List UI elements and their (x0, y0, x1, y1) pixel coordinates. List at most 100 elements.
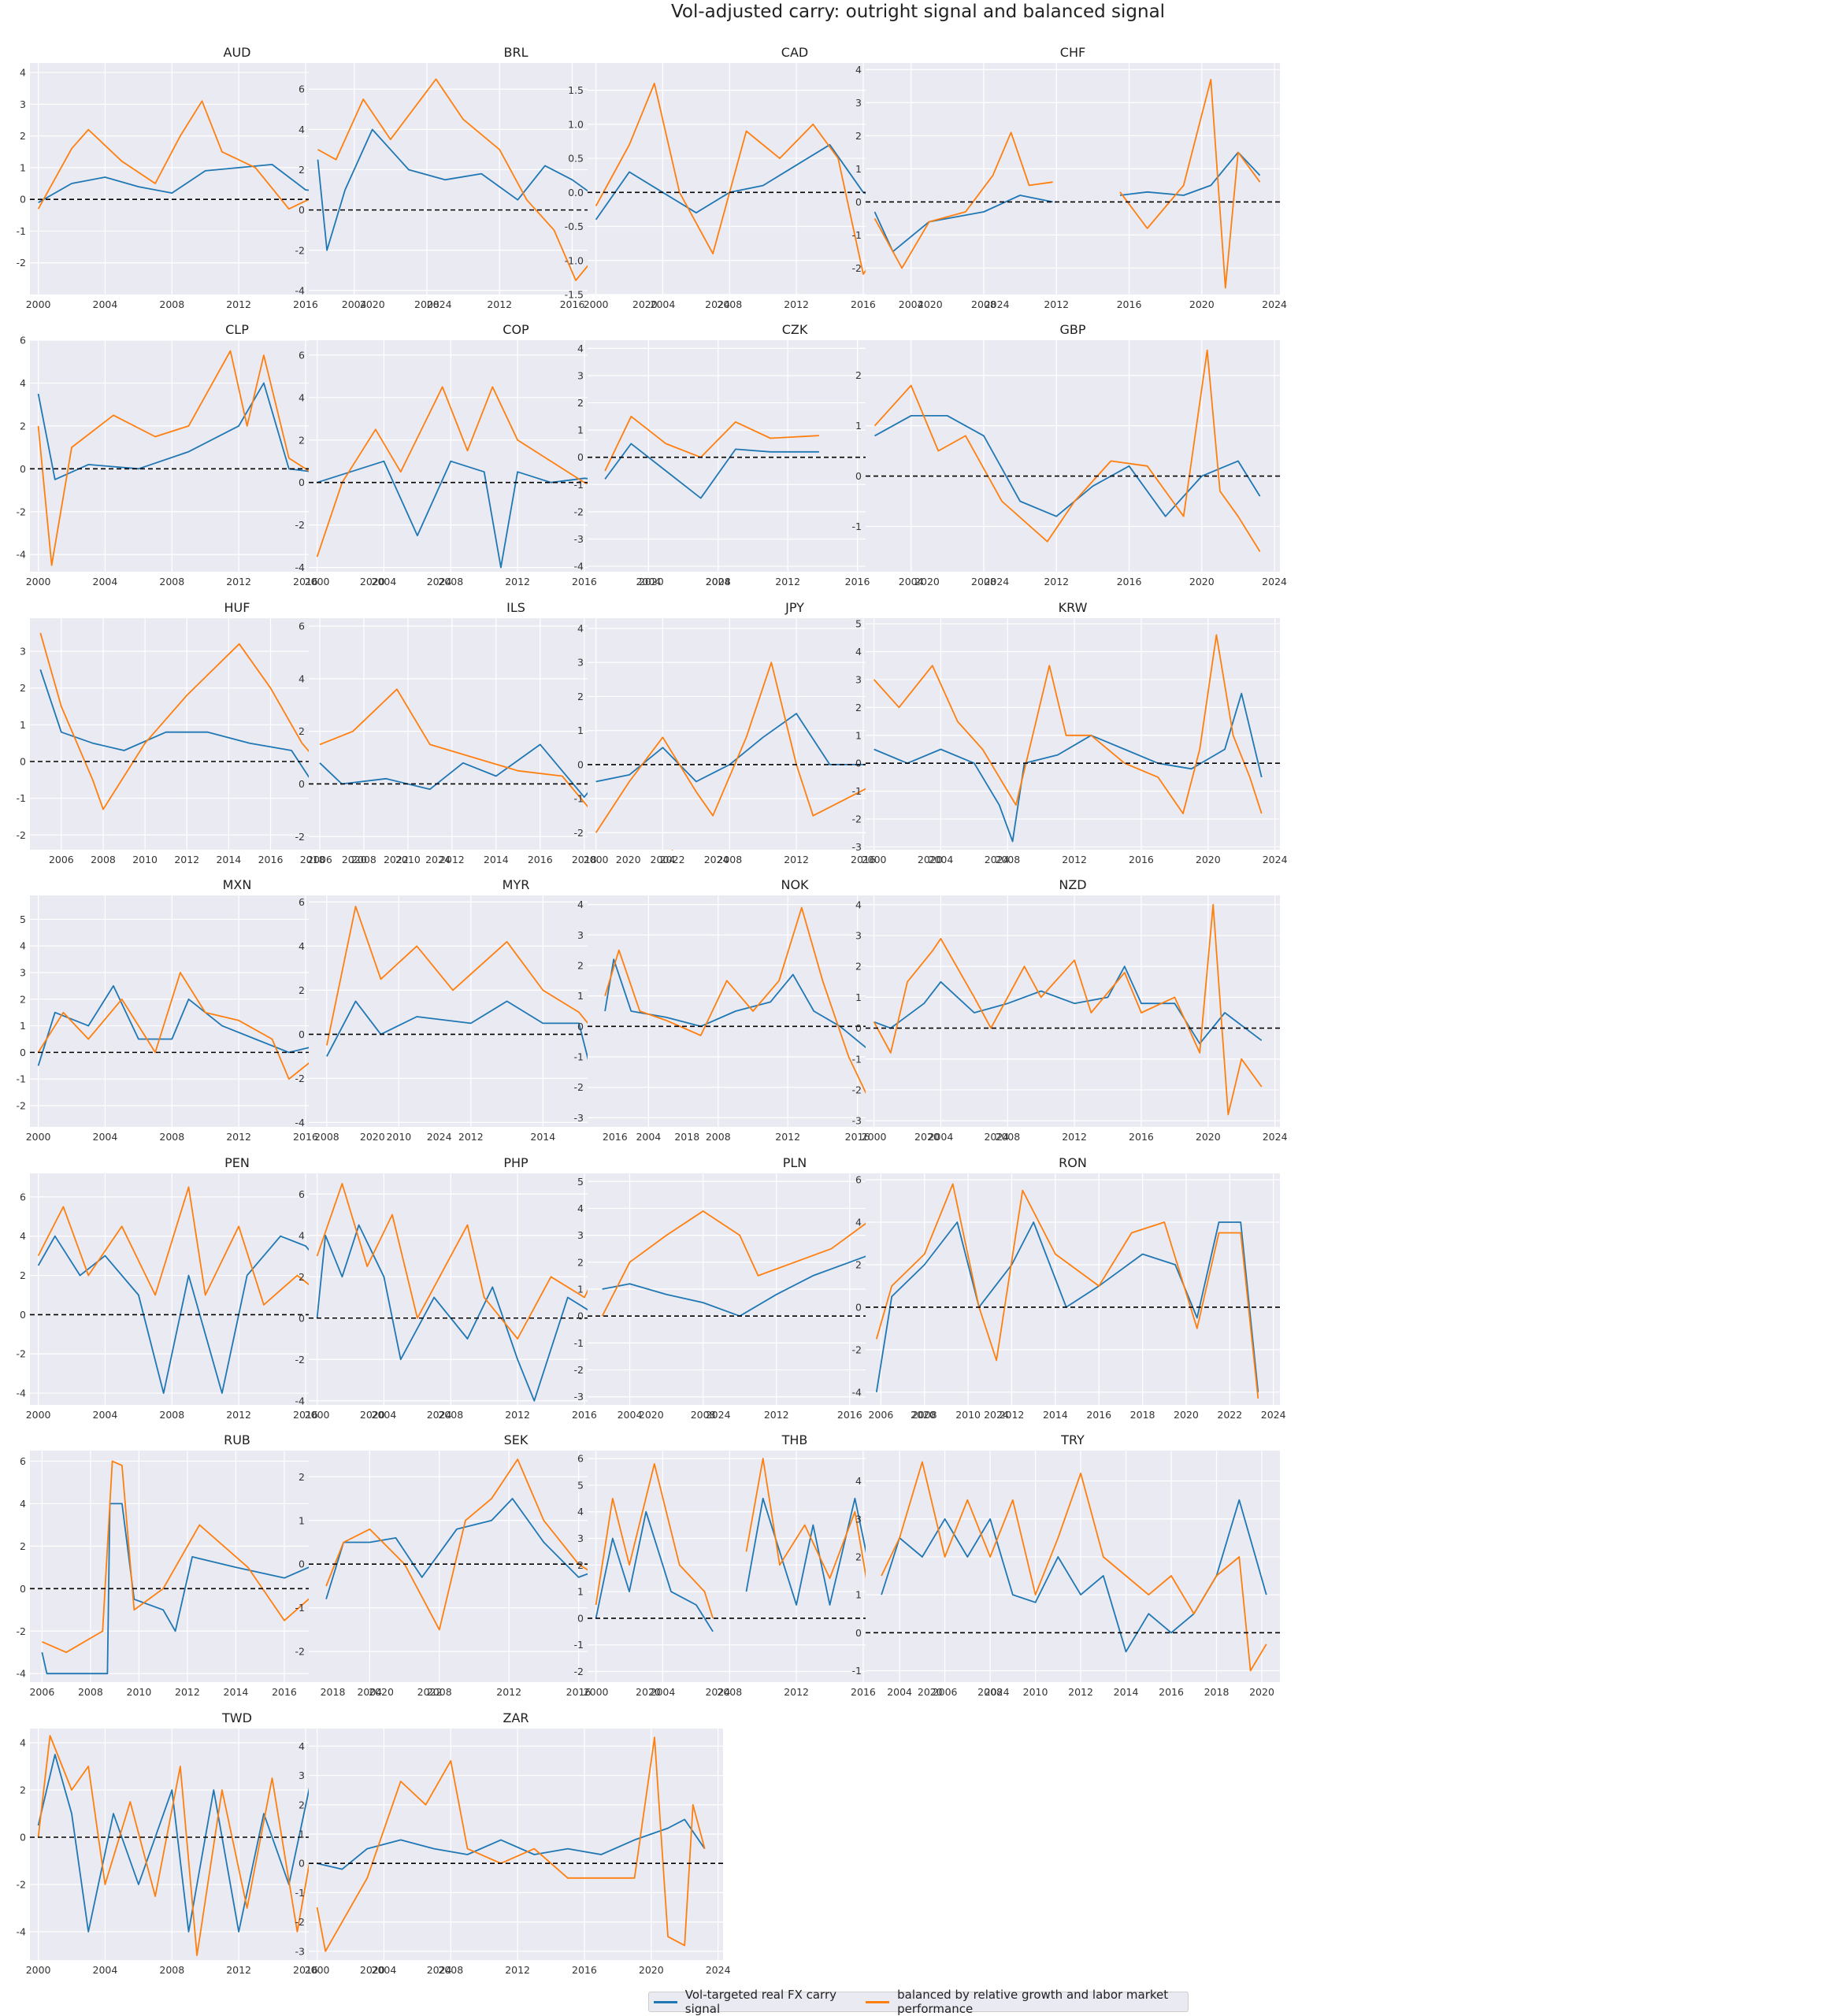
x-tick-label: 2018 (674, 1131, 699, 1143)
plot-area (866, 340, 1280, 572)
panel-ron: 2006 2008 2010 2012 2014 2016 2018 2020 2022 2024… (852, 1155, 1286, 1421)
y-tick-label: -3 (574, 1391, 584, 1403)
x-tick-label: 2012 (505, 576, 530, 587)
x-tick-label: 2004 (651, 854, 676, 865)
y-tick-label: 5 (577, 1176, 584, 1188)
series-line-balanced-signal (873, 903, 1263, 1116)
y-tick-label: -0.5 (565, 220, 584, 232)
y-tick-label: -2 (17, 257, 26, 269)
y-tick-label: 0 (299, 1312, 305, 1324)
panel-try: 2004 2006 2008 2010 2012 2014 2016 2018 2020 -1 0 1… (852, 1432, 1280, 1698)
y-tick-label: -4 (574, 561, 584, 573)
y-tick-label: -2 (17, 506, 26, 517)
panel-krw: 2000 2004 2008 2012 2016 2020 2024 -3 -2 -1 0 1 2 3 4 5… (852, 600, 1288, 865)
panel-nzd: 2000 2004 2008 2012 2016 2020 2024 -3 -2 -1 0 1 2 3 4 N… (852, 877, 1288, 1143)
x-tick-label: 2014 (216, 854, 241, 865)
x-tick-label: 2004 (887, 1686, 912, 1698)
panel-title: MXN (223, 877, 252, 892)
panel-title: PEN (224, 1155, 250, 1170)
y-tick-label: 2 (577, 691, 584, 702)
panel-title: CZK (782, 322, 808, 337)
x-tick-label: 2016 (1129, 854, 1154, 865)
y-tick-label: -2 (574, 827, 584, 839)
y-tick-label: 0 (855, 470, 862, 482)
y-tick-label: -2 (17, 1348, 26, 1360)
y-tick-label: -1 (852, 785, 862, 797)
x-tick-label: 2008 (717, 298, 742, 310)
y-tick-label: -1 (852, 1053, 862, 1065)
x-tick-label: 2020 (918, 854, 943, 865)
x-tick-label: 2008 (159, 298, 184, 310)
x-tick-label: 2006 (307, 854, 332, 865)
y-tick-label: 2 (855, 369, 862, 381)
y-tick-label: -1 (17, 225, 26, 237)
x-tick-label: 2020 (918, 1686, 943, 1698)
x-tick-label: 2006 (868, 1409, 893, 1421)
x-tick-label: 2000 (584, 298, 609, 310)
panel-zar: 2000 2004 2008 2012 2016 2020 2024 -3 -2 -1 0 1 2 3 4 Z… (295, 1710, 731, 1976)
y-tick-label: 6 (577, 1453, 584, 1465)
y-tick-label: -4 (17, 1926, 27, 1938)
y-tick-label: -2 (574, 506, 584, 517)
y-tick-label: 1 (299, 1828, 305, 1840)
x-tick-label: 2014 (484, 854, 509, 865)
y-tick-label: 2 (855, 702, 862, 713)
y-tick-label: 4 (20, 940, 26, 952)
x-tick-label: 2020 (911, 1409, 936, 1421)
x-tick-label: 2016 (845, 576, 870, 587)
panel-title: ILS (506, 600, 525, 615)
y-tick-label: -3 (852, 1115, 862, 1127)
series-line-carry-signal (873, 965, 1263, 1045)
panel-title: TWD (221, 1710, 252, 1725)
series-line-carry-signal (317, 1818, 706, 1870)
x-tick-label: 2024 (706, 1964, 731, 1976)
x-tick-label: 2020 (914, 1131, 940, 1143)
x-tick-label: 2016 (293, 1409, 318, 1421)
y-tick-label: 4 (577, 1203, 584, 1214)
x-tick-label: 2016 (603, 1131, 628, 1143)
x-tick-label: 2016 (528, 854, 553, 865)
y-tick-label: 4 (20, 1737, 26, 1749)
y-tick-label: 2 (20, 420, 26, 432)
y-tick-label: -2 (852, 1084, 862, 1095)
x-tick-label: 2000 (305, 1409, 330, 1421)
y-tick-label: -4 (17, 1668, 27, 1680)
plot-area (866, 618, 1280, 850)
x-tick-label: 2000 (584, 854, 609, 865)
y-tick-label: 0 (855, 758, 862, 769)
panel-title: COP (503, 322, 529, 337)
panel-title: CHF (1060, 45, 1085, 60)
y-tick-label: 0 (20, 194, 26, 206)
y-tick-label: -2 (574, 1364, 584, 1376)
x-tick-label: 2004 (636, 576, 661, 587)
y-tick-label: 4 (299, 391, 305, 403)
y-tick-label: -1 (574, 1051, 584, 1063)
x-tick-label: 2018 (300, 854, 325, 865)
x-tick-label: 2016 (572, 1409, 597, 1421)
y-tick-label: 2 (299, 1271, 305, 1283)
y-tick-label: 1.0 (568, 118, 584, 130)
x-tick-label: 2004 (636, 1131, 661, 1143)
x-tick-label: 2012 (1000, 1409, 1025, 1421)
y-tick-label: 0 (855, 196, 862, 208)
x-tick-label: 2012 (784, 854, 809, 865)
x-tick-label: 2000 (862, 854, 887, 865)
x-tick-label: 2020 (360, 1409, 385, 1421)
x-tick-label: 2008 (351, 854, 376, 865)
x-tick-label: 2016 (1086, 1409, 1111, 1421)
panel-title: RON (1059, 1155, 1087, 1170)
y-tick-label: -1.0 (565, 254, 584, 266)
panel-title: TRY (1060, 1432, 1085, 1447)
x-tick-label: 2016 (1117, 576, 1142, 587)
x-tick-label: 2016 (851, 1686, 876, 1698)
y-tick-label: -4 (295, 1395, 306, 1406)
y-tick-label: 3 (577, 369, 584, 381)
y-tick-label: 4 (299, 1740, 305, 1752)
y-tick-label: -2 (295, 1073, 305, 1084)
y-tick-label: 2 (20, 1784, 26, 1796)
panel-title: KRW (1059, 600, 1088, 615)
x-tick-label: 2006 (49, 854, 74, 865)
y-tick-label: 3 (577, 929, 584, 941)
x-tick-label: 2020 (616, 854, 641, 865)
